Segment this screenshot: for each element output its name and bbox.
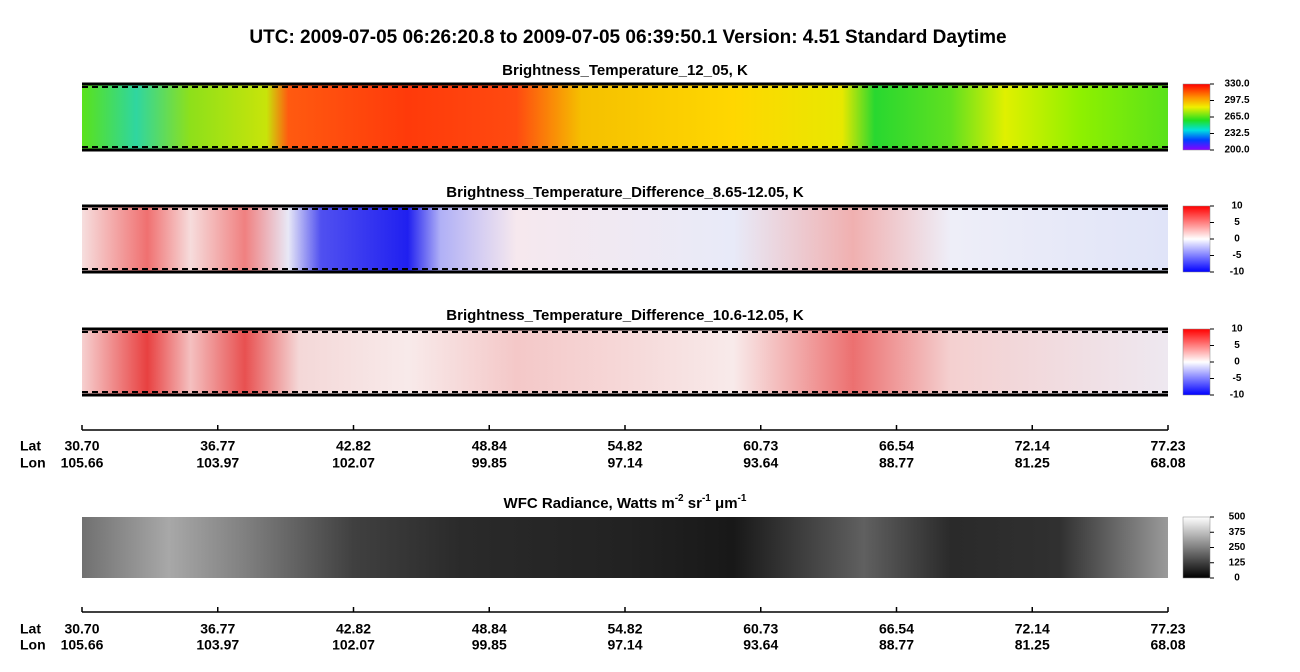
colorbar-label: 297.5 bbox=[1224, 95, 1249, 106]
colorbar-label: 375 bbox=[1229, 527, 1246, 538]
title-part: Brightness_Temperature_12_05, K bbox=[502, 62, 748, 79]
colorbar-label: 0 bbox=[1234, 573, 1240, 584]
lat-label: 60.73 bbox=[743, 621, 778, 637]
swath-image bbox=[82, 206, 1168, 272]
lat-label: 36.77 bbox=[200, 438, 235, 454]
title-part: -1 bbox=[702, 493, 711, 504]
lon-label: 81.25 bbox=[1015, 637, 1050, 653]
title-part: Brightness_Temperature_Difference_8.65-1… bbox=[446, 184, 804, 201]
lon-label: 93.64 bbox=[743, 455, 778, 471]
lon-label: 102.07 bbox=[332, 455, 375, 471]
lon-label: 99.85 bbox=[472, 455, 507, 471]
swath-image bbox=[82, 329, 1168, 395]
colorbar-label: -5 bbox=[1233, 250, 1242, 261]
lon-label: 81.25 bbox=[1015, 455, 1050, 471]
colorbar-label: 125 bbox=[1229, 557, 1246, 568]
row-label: Lat bbox=[20, 621, 41, 637]
colorbar bbox=[1182, 205, 1211, 273]
lon-label: 103.97 bbox=[196, 637, 239, 653]
colorbar-label: 500 bbox=[1229, 512, 1246, 523]
lat-label: 60.73 bbox=[743, 438, 778, 454]
colorbar-label: 330.0 bbox=[1224, 79, 1249, 90]
title-part: μm bbox=[711, 495, 738, 512]
title-part: -1 bbox=[738, 493, 747, 504]
panel-title: WFC Radiance, Watts m-2 sr-1 μm-1 bbox=[504, 493, 747, 512]
colorbar-label: 0 bbox=[1234, 357, 1240, 368]
row-label: Lat bbox=[20, 438, 41, 454]
lat-label: 66.54 bbox=[879, 621, 914, 637]
colorbar-label: -5 bbox=[1233, 373, 1242, 384]
lon-label: 103.97 bbox=[196, 455, 239, 471]
panel-title: Brightness_Temperature_Difference_10.6-1… bbox=[446, 307, 804, 324]
lon-label: 105.66 bbox=[61, 637, 104, 653]
colorbar-label: -10 bbox=[1230, 267, 1245, 278]
lat-label: 54.82 bbox=[607, 438, 642, 454]
lon-label: 93.64 bbox=[743, 637, 778, 653]
panel-title: Brightness_Temperature_12_05, K bbox=[502, 62, 748, 79]
title-part: Brightness_Temperature_Difference_10.6-1… bbox=[446, 307, 804, 324]
colorbar-label: 10 bbox=[1231, 324, 1243, 335]
lon-label: 88.77 bbox=[879, 455, 914, 471]
colorbar bbox=[1182, 328, 1211, 396]
lat-label: 36.77 bbox=[200, 621, 235, 637]
lat-label: 66.54 bbox=[879, 438, 914, 454]
lon-label: 68.08 bbox=[1150, 455, 1185, 471]
swath-image bbox=[82, 84, 1168, 150]
lat-label: 30.70 bbox=[64, 621, 99, 637]
colorbar-label: -10 bbox=[1230, 390, 1245, 401]
lon-label: 97.14 bbox=[607, 637, 642, 653]
title-part: sr bbox=[684, 495, 703, 512]
colorbar-label: 5 bbox=[1234, 217, 1240, 228]
lat-label: 72.14 bbox=[1015, 438, 1050, 454]
colorbar-label: 10 bbox=[1231, 201, 1243, 212]
lat-label: 30.70 bbox=[64, 438, 99, 454]
row-label: Lon bbox=[20, 455, 46, 471]
colorbar bbox=[1182, 83, 1211, 151]
colorbar-label: 0 bbox=[1234, 234, 1240, 245]
colorbar-label: 5 bbox=[1234, 340, 1240, 351]
row-label: Lon bbox=[20, 637, 46, 653]
swath-image bbox=[82, 517, 1168, 578]
lat-label: 77.23 bbox=[1150, 621, 1185, 637]
colorbar-label: 232.5 bbox=[1224, 128, 1249, 139]
page-title: UTC: 2009-07-05 06:26:20.8 to 2009-07-05… bbox=[249, 27, 1006, 48]
colorbar-label: 250 bbox=[1229, 542, 1246, 553]
lat-label: 42.82 bbox=[336, 621, 371, 637]
lat-label: 54.82 bbox=[607, 621, 642, 637]
lon-label: 68.08 bbox=[1150, 637, 1185, 653]
lon-label: 99.85 bbox=[472, 637, 507, 653]
lon-label: 102.07 bbox=[332, 637, 375, 653]
panel-title: Brightness_Temperature_Difference_8.65-1… bbox=[446, 184, 804, 201]
title-part: WFC Radiance, Watts m bbox=[504, 495, 675, 512]
lat-label: 48.84 bbox=[472, 438, 507, 454]
lon-label: 97.14 bbox=[607, 455, 642, 471]
colorbar bbox=[1182, 516, 1211, 579]
lon-label: 105.66 bbox=[61, 455, 104, 471]
lat-label: 42.82 bbox=[336, 438, 371, 454]
lat-label: 48.84 bbox=[472, 621, 507, 637]
colorbar-label: 265.0 bbox=[1224, 112, 1249, 123]
lat-label: 72.14 bbox=[1015, 621, 1050, 637]
lat-label: 77.23 bbox=[1150, 438, 1185, 454]
title-part: -2 bbox=[675, 493, 684, 504]
lon-label: 88.77 bbox=[879, 637, 914, 653]
colorbar-label: 200.0 bbox=[1224, 145, 1249, 156]
